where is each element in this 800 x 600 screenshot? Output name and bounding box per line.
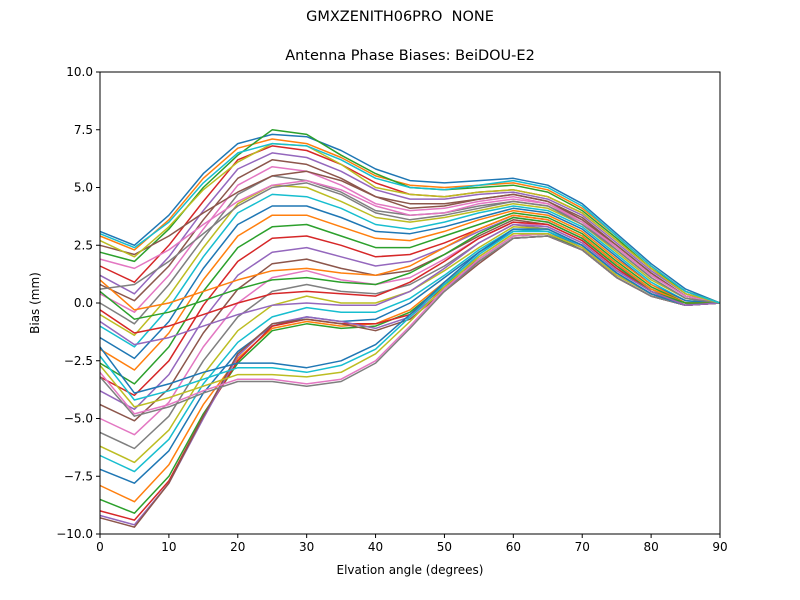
series-lines bbox=[99, 129, 721, 528]
series-line-33 bbox=[99, 216, 720, 320]
x-tick-label: 50 bbox=[437, 540, 452, 554]
y-axis-label: Bias (mm) bbox=[28, 272, 42, 334]
x-axis-label: Elvation angle (degrees) bbox=[337, 563, 484, 577]
y-tick-label: 2.5 bbox=[74, 238, 93, 252]
series-line-37 bbox=[99, 179, 721, 304]
series-line-38 bbox=[99, 182, 721, 304]
x-tick-label: 80 bbox=[643, 540, 658, 554]
y-axis-ticks: −10.0 −7.5 −5.0 −2.5 0.0 2.5 5.0 7.5 10.0 bbox=[56, 65, 100, 541]
series-line-10 bbox=[99, 193, 721, 348]
series-line-39 bbox=[99, 142, 721, 304]
series-line-15 bbox=[99, 216, 721, 411]
y-tick-label: −2.5 bbox=[64, 354, 93, 368]
figure-suptitle: GMXZENITH06PRO NONE bbox=[306, 9, 494, 25]
series-line-11 bbox=[99, 205, 721, 360]
x-tick-label: 20 bbox=[230, 540, 245, 554]
x-tick-label: 70 bbox=[575, 540, 590, 554]
series-line-7 bbox=[99, 165, 721, 313]
series-line-31 bbox=[99, 228, 721, 394]
series-line-28 bbox=[99, 235, 721, 417]
y-tick-label: 0.0 bbox=[74, 296, 93, 310]
x-tick-label: 60 bbox=[506, 540, 521, 554]
x-tick-label: 40 bbox=[368, 540, 383, 554]
series-line-9 bbox=[99, 184, 721, 337]
x-tick-label: 10 bbox=[161, 540, 176, 554]
x-axis-ticks: 0 10 20 30 40 50 60 70 80 90 bbox=[96, 534, 728, 554]
series-line-12 bbox=[99, 209, 720, 371]
y-tick-label: 7.5 bbox=[74, 123, 93, 137]
x-tick-label: 0 bbox=[96, 540, 104, 554]
x-tick-label: 90 bbox=[712, 540, 727, 554]
y-tick-label: 10.0 bbox=[66, 65, 93, 79]
series-line-40 bbox=[99, 142, 721, 304]
chart-title: Antenna Phase Biases: BeiDOU-E2 bbox=[285, 48, 535, 64]
y-tick-label: −5.0 bbox=[64, 412, 93, 426]
y-tick-label: 5.0 bbox=[74, 181, 93, 195]
series-line-32 bbox=[99, 214, 720, 311]
series-line-1 bbox=[99, 133, 721, 304]
y-tick-label: −7.5 bbox=[64, 469, 93, 483]
series-line-34 bbox=[99, 221, 721, 334]
series-line-36 bbox=[99, 170, 721, 304]
x-tick-label: 30 bbox=[299, 540, 314, 554]
y-tick-label: −10.0 bbox=[56, 527, 93, 541]
series-line-35 bbox=[99, 223, 721, 346]
series-line-29 bbox=[99, 232, 721, 408]
series-line-5 bbox=[99, 152, 721, 304]
